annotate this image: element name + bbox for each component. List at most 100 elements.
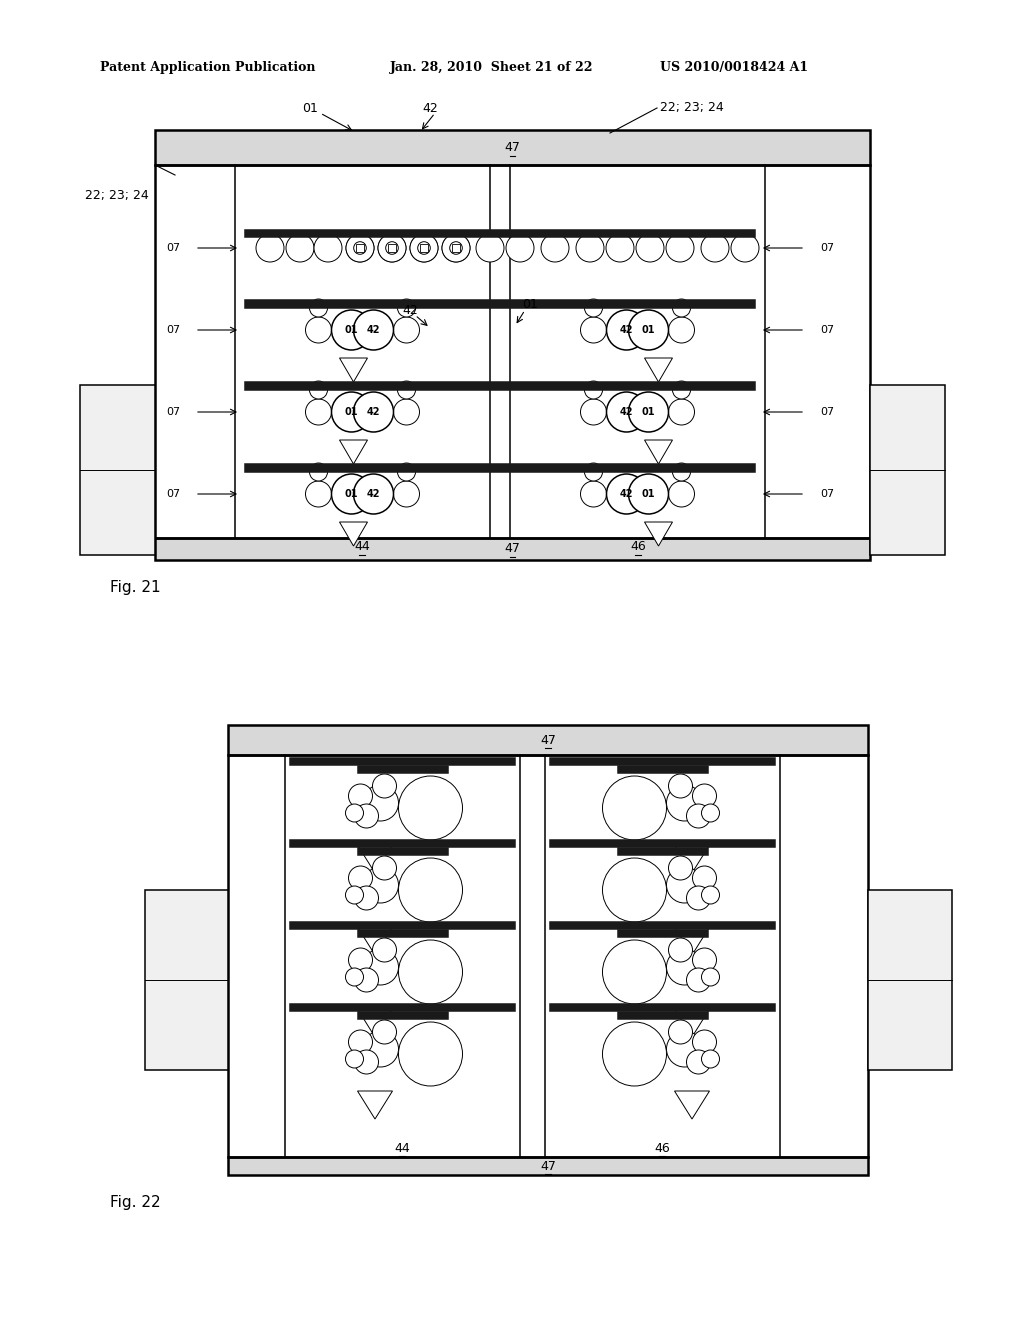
Circle shape	[667, 1031, 702, 1067]
Circle shape	[667, 785, 702, 821]
Circle shape	[354, 804, 379, 828]
Bar	[290, 1005, 515, 1011]
Text: 22; 23; 24: 22; 23; 24	[660, 102, 724, 115]
Circle shape	[692, 1030, 717, 1053]
Polygon shape	[675, 927, 710, 954]
Circle shape	[673, 381, 690, 399]
Circle shape	[666, 234, 694, 261]
Circle shape	[398, 776, 463, 840]
Bar	[228, 755, 868, 1158]
Circle shape	[667, 949, 702, 985]
Circle shape	[606, 474, 646, 513]
Polygon shape	[644, 521, 673, 546]
Circle shape	[442, 234, 470, 261]
Circle shape	[332, 392, 372, 432]
Circle shape	[362, 785, 398, 821]
Bar	[420, 244, 428, 252]
Bar	[617, 931, 708, 937]
Bar	[228, 1158, 868, 1175]
Text: 01: 01	[642, 325, 655, 335]
Polygon shape	[644, 440, 673, 465]
Bar	[356, 244, 364, 252]
Circle shape	[686, 886, 711, 909]
Bar	[550, 1005, 775, 1011]
Circle shape	[581, 317, 606, 343]
Text: 46: 46	[654, 1142, 670, 1155]
Circle shape	[701, 886, 720, 904]
Circle shape	[345, 804, 364, 822]
Bar	[290, 758, 515, 766]
Text: 07: 07	[820, 488, 835, 499]
Bar	[228, 725, 868, 755]
Circle shape	[314, 234, 342, 261]
Bar	[245, 381, 755, 389]
Circle shape	[373, 939, 396, 962]
Text: 01: 01	[345, 407, 358, 417]
Text: 44: 44	[354, 540, 370, 553]
Circle shape	[629, 310, 669, 350]
Bar	[357, 847, 447, 855]
Polygon shape	[675, 1092, 710, 1119]
Circle shape	[669, 939, 692, 962]
Bar	[617, 1012, 708, 1019]
Circle shape	[348, 866, 373, 890]
Circle shape	[418, 242, 430, 255]
Circle shape	[346, 234, 374, 261]
Text: 01: 01	[522, 298, 538, 312]
Bar	[245, 300, 755, 308]
Circle shape	[309, 300, 328, 317]
Bar	[357, 931, 447, 937]
Circle shape	[332, 474, 372, 513]
Text: 42: 42	[620, 488, 633, 499]
Circle shape	[673, 300, 690, 317]
Circle shape	[410, 234, 438, 261]
Polygon shape	[340, 440, 368, 465]
Circle shape	[669, 774, 692, 799]
Text: 07: 07	[820, 243, 835, 253]
Text: 42: 42	[402, 304, 418, 317]
Circle shape	[581, 399, 606, 425]
Circle shape	[602, 776, 667, 840]
Text: 42: 42	[367, 488, 380, 499]
Circle shape	[606, 310, 646, 350]
Circle shape	[256, 234, 284, 261]
Bar	[388, 244, 396, 252]
Circle shape	[373, 1020, 396, 1044]
Bar	[80, 385, 155, 554]
Polygon shape	[340, 521, 368, 546]
Circle shape	[602, 1022, 667, 1086]
Bar	[550, 921, 775, 929]
Circle shape	[398, 858, 463, 921]
Circle shape	[353, 392, 393, 432]
Bar	[617, 847, 708, 855]
Circle shape	[398, 940, 463, 1005]
Bar	[290, 921, 515, 929]
Circle shape	[606, 234, 634, 261]
Circle shape	[397, 381, 416, 399]
Text: 46: 46	[630, 540, 646, 553]
Text: 01: 01	[642, 488, 655, 499]
Circle shape	[636, 234, 664, 261]
Bar	[245, 230, 755, 238]
Bar	[155, 129, 870, 165]
Circle shape	[354, 1049, 379, 1074]
Text: 42: 42	[620, 325, 633, 335]
Text: 47: 47	[505, 141, 520, 154]
Polygon shape	[357, 845, 392, 873]
Text: 07: 07	[820, 407, 835, 417]
Circle shape	[701, 1049, 720, 1068]
Text: 01: 01	[302, 102, 317, 115]
Text: 42: 42	[620, 407, 633, 417]
Bar	[550, 840, 775, 847]
Circle shape	[393, 399, 420, 425]
Circle shape	[585, 300, 602, 317]
Circle shape	[353, 310, 393, 350]
Bar	[245, 465, 755, 473]
Circle shape	[332, 310, 372, 350]
Text: 42: 42	[422, 102, 438, 115]
Circle shape	[305, 317, 332, 343]
Circle shape	[362, 949, 398, 985]
Text: US 2010/0018424 A1: US 2010/0018424 A1	[660, 62, 808, 74]
Circle shape	[692, 784, 717, 808]
Circle shape	[606, 392, 646, 432]
